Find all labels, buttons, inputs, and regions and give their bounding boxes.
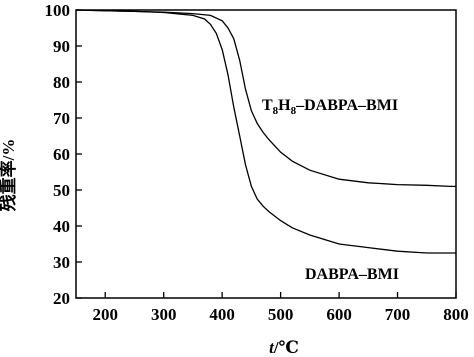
y-tick-label: 70 bbox=[53, 109, 70, 128]
x-tick-label: 400 bbox=[209, 305, 235, 324]
x-tick-label: 200 bbox=[92, 305, 118, 324]
series-label-dabpa-bmi: DABPA–BMI bbox=[305, 266, 399, 283]
x-tick-label: 300 bbox=[151, 305, 177, 324]
y-tick-label: 40 bbox=[53, 217, 70, 236]
plot-area bbox=[75, 9, 457, 299]
y-tick-label: 60 bbox=[53, 145, 70, 164]
y-tick-label: 100 bbox=[45, 1, 71, 20]
y-axis: 20 30 40 50 60 70 80 90 100 bbox=[45, 1, 82, 308]
y-tick-label: 50 bbox=[53, 181, 70, 200]
plot-frame bbox=[75, 9, 457, 299]
x-tick-label: 600 bbox=[326, 305, 352, 324]
y-tick-label: 30 bbox=[53, 253, 70, 272]
series-line-dabpa-bmi bbox=[75, 9, 456, 254]
y-tick-label: 90 bbox=[53, 37, 70, 56]
y-axis-title: 残重率/% bbox=[0, 139, 18, 212]
y-tick-label: 80 bbox=[53, 73, 70, 92]
series-line-t8h8-dabpa-bmi bbox=[75, 9, 456, 188]
x-tick-label: 700 bbox=[385, 305, 411, 324]
y-tick-label: 20 bbox=[53, 289, 70, 308]
series-layer bbox=[75, 9, 456, 254]
x-axis: 200 300 400 500 600 700 800 bbox=[92, 292, 469, 324]
x-tick-label: 800 bbox=[443, 305, 469, 324]
series-label-t8h8: T8H8–DABPA–BMI bbox=[262, 97, 398, 117]
x-tick-label: 500 bbox=[268, 305, 294, 324]
x-axis-title: t/℃ bbox=[269, 338, 299, 357]
